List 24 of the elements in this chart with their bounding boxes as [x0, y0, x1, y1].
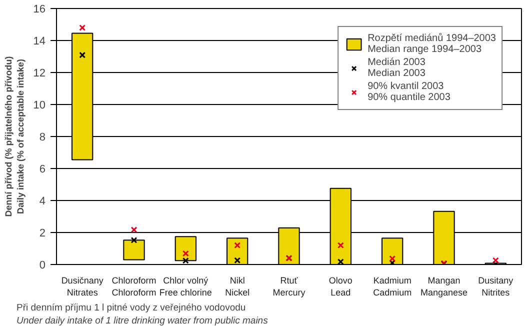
- x-tick-label: Nikl Nickel: [225, 276, 250, 298]
- legend-label: Medián 2003 Median 2003: [368, 57, 426, 79]
- y-tick-label: 12: [33, 68, 46, 80]
- text: Při denním příjmu 1 l pitné vody z veřejného vodovodu: [16, 302, 246, 314]
- y-tick-label: 0: [39, 260, 46, 272]
- legend-label: Rozpětí mediánů 1994–2003 Median range 1994–2003: [368, 33, 496, 55]
- legend-label: 90% kvantil 2003 90% quantile 2003: [368, 81, 450, 103]
- y-tick-label: 8: [39, 132, 46, 144]
- y-tick-label: 2: [39, 228, 46, 240]
- y-tick-label: 4: [39, 196, 46, 208]
- x-tick-label: Olovo Lead: [328, 276, 352, 298]
- x-tick-label: Chlor volný Free chlorine: [159, 276, 212, 298]
- y-axis-title: Denní přívod (% přijatelného přívodu) Daily intake (% of acceptable intake): [3, 56, 26, 217]
- y-tick-label: 16: [33, 4, 46, 16]
- text: Under daily intake of 1 litre drinking water from public mains: [16, 316, 268, 326]
- x-tick-label: Rtuť Mercury: [272, 276, 306, 298]
- y-tick-label: 6: [39, 164, 46, 176]
- x-tick-label: Mangan Manganese: [420, 276, 468, 298]
- x-tick-label: Dusitany Nitrites: [478, 276, 514, 298]
- y-tick-label: 10: [33, 100, 46, 112]
- y-tick-label: 14: [33, 36, 46, 48]
- x-tick-label: Kadmium Cadmium: [373, 276, 412, 298]
- x-tick-label: Chloroform Chloroform: [112, 276, 156, 298]
- x-tick-label: Dusičnany Nitrates: [61, 276, 104, 298]
